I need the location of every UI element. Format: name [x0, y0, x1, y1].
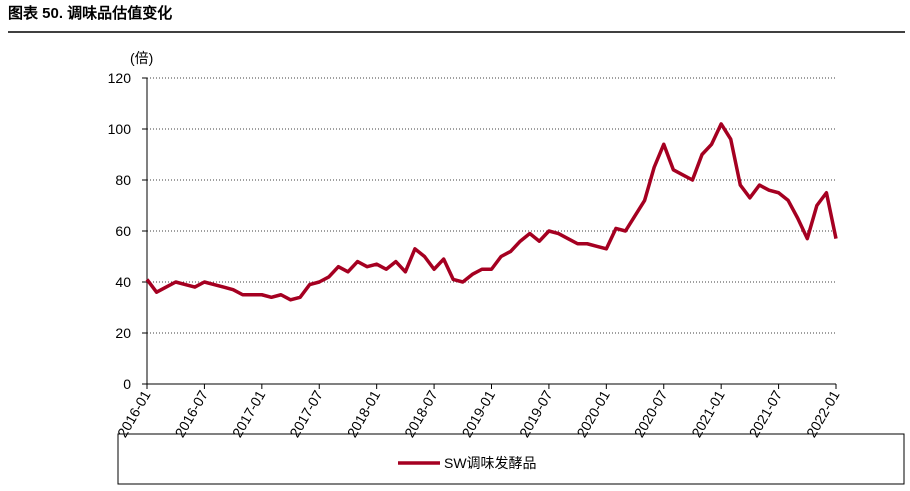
- x-tick-label: 2018-01: [344, 387, 384, 440]
- x-tick-label: 2017-01: [229, 387, 269, 440]
- x-tick-label: 2021-01: [688, 387, 728, 440]
- x-tick-label: 2016-01: [114, 387, 154, 440]
- x-tick-label: 2016-07: [171, 387, 211, 440]
- x-tick-label: 2020-07: [631, 387, 671, 440]
- y-tick-label: 120: [108, 70, 132, 86]
- y-tick-label: 0: [123, 376, 131, 392]
- y-tick-label: 80: [115, 172, 131, 188]
- y-tick-label: 60: [115, 223, 131, 239]
- y-tick-label: 100: [108, 121, 132, 137]
- legend-box: [117, 433, 905, 485]
- chart-title: 图表 50. 调味品估值变化: [8, 4, 172, 22]
- y-tick-label: 40: [115, 274, 131, 290]
- x-tick-label: 2020-01: [573, 387, 613, 440]
- x-tick-label: 2022-01: [803, 387, 843, 440]
- y-tick-label: 20: [115, 325, 131, 341]
- legend-label: SW调味发酵品: [444, 455, 537, 471]
- x-tick-label: 2021-07: [746, 387, 786, 440]
- y-axis-label: (倍): [130, 50, 153, 66]
- x-tick-label: 2019-01: [459, 387, 499, 440]
- x-tick-label: 2019-07: [516, 387, 556, 440]
- line-series: [145, 122, 838, 302]
- x-tick-label: 2017-07: [286, 387, 326, 440]
- x-tick-label: 2018-07: [401, 387, 441, 440]
